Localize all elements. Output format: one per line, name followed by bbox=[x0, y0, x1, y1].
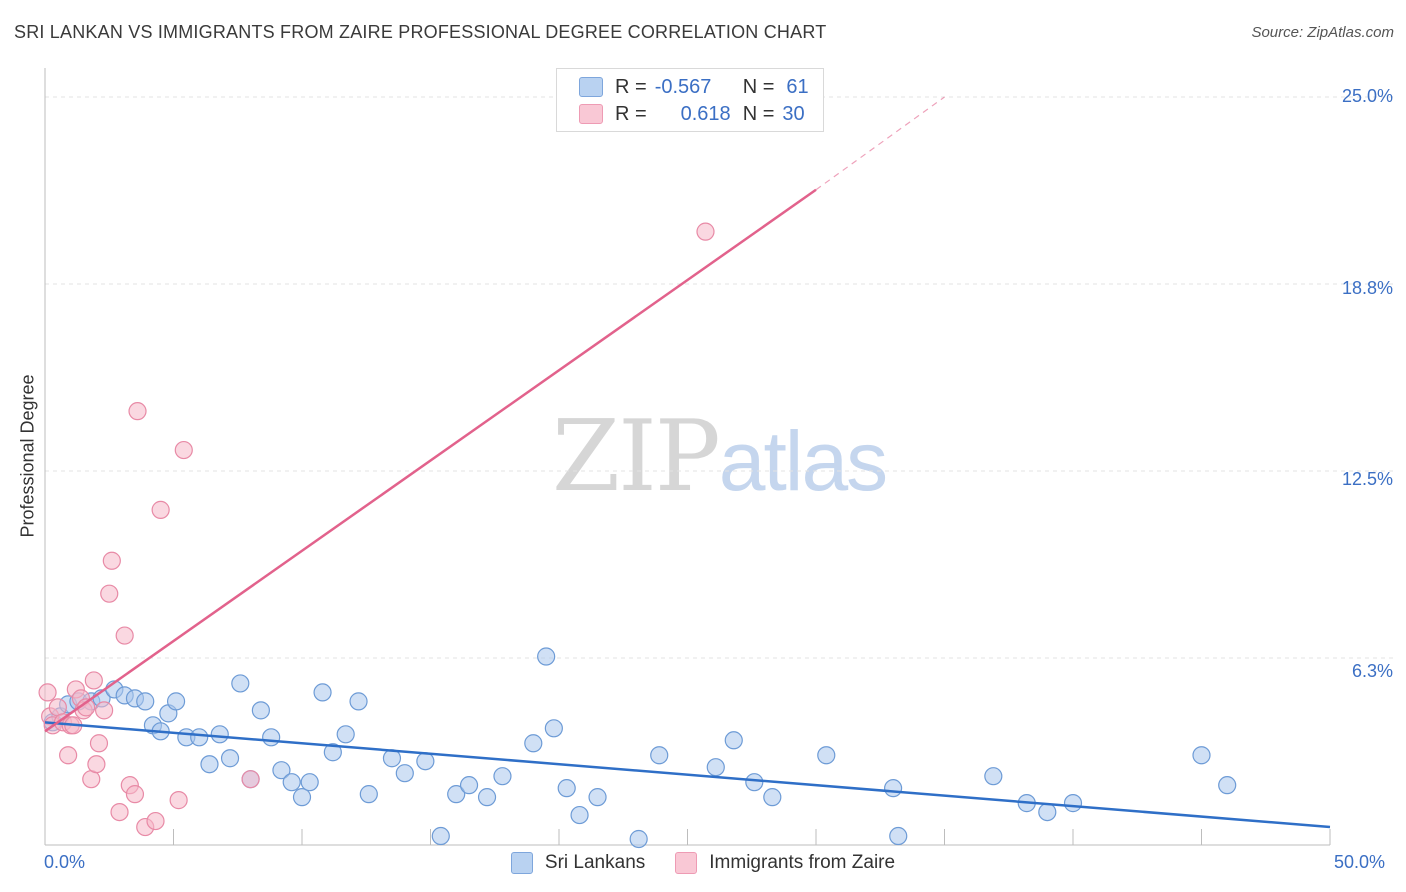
zaire-point bbox=[95, 701, 114, 720]
legend-row-zaire: R = 0.618 N = 30 bbox=[579, 102, 805, 126]
chart-title: SRI LANKAN VS IMMIGRANTS FROM ZAIRE PROF… bbox=[14, 22, 827, 42]
legend-swatch-blue bbox=[579, 77, 603, 97]
source-label: Source: ZipAtlas.com bbox=[1251, 24, 1394, 41]
sri-lankan-point bbox=[359, 785, 378, 804]
sri-lankan-point bbox=[200, 755, 219, 774]
sri-lankan-point bbox=[431, 826, 450, 846]
legend-swatch-pink bbox=[579, 104, 603, 124]
y-tick-label: 25.0% bbox=[1341, 86, 1393, 106]
legend-item-sri-lankans: Sri Lankans bbox=[510, 852, 646, 874]
sri-lankan-point bbox=[416, 752, 435, 771]
zaire-trend-extension bbox=[815, 96, 945, 191]
sri-lankan-point bbox=[1038, 802, 1057, 822]
y-axis-label: Professional Degree bbox=[17, 374, 38, 538]
zaire-point bbox=[169, 791, 188, 810]
y-tick-label: 12.5% bbox=[1341, 469, 1393, 489]
sri-lankan-point bbox=[724, 731, 743, 750]
sri-lankan-point bbox=[459, 776, 479, 795]
zaire-point bbox=[38, 683, 57, 702]
sri-lankan-point bbox=[570, 805, 589, 825]
sri-lankan-point bbox=[745, 773, 764, 792]
r-value: -0.567 bbox=[654, 75, 712, 98]
watermark-zip: ZIP bbox=[552, 400, 721, 514]
sri-lankan-point bbox=[889, 826, 908, 846]
sri-lankan-point bbox=[1063, 794, 1083, 813]
legend-item-zaire: Immigrants from Zaire bbox=[675, 852, 895, 874]
zaire-point bbox=[115, 626, 134, 645]
n-value: 61 bbox=[786, 75, 809, 98]
zaire-point bbox=[102, 551, 121, 570]
sri-lankan-point bbox=[323, 743, 342, 762]
sri-lankan-point bbox=[447, 785, 466, 804]
sri-lankan-point bbox=[210, 725, 229, 744]
x-tick-label: 50.0% bbox=[1334, 852, 1386, 872]
zaire-point bbox=[100, 584, 119, 603]
legend-swatch-blue bbox=[510, 852, 533, 874]
sri-lankan-point bbox=[544, 719, 563, 738]
zaire-trend-line bbox=[44, 188, 817, 733]
x-tick-label: 0.0% bbox=[44, 852, 86, 872]
sri-lankan-point bbox=[231, 674, 250, 693]
legend-label: Sri Lankans bbox=[544, 852, 646, 873]
zaire-point bbox=[110, 802, 129, 822]
zaire-point bbox=[125, 785, 145, 804]
sri-lankan-point bbox=[817, 746, 836, 765]
sri-lankan-point bbox=[300, 773, 319, 792]
legend-row-sri-lankans: R = -0.567 N = 61 bbox=[579, 75, 809, 99]
sri-lankan-point bbox=[629, 829, 648, 849]
zaire-point bbox=[241, 770, 260, 789]
zaire-point bbox=[151, 500, 170, 519]
sri-lankan-point bbox=[1218, 776, 1237, 795]
sri-lankan-point bbox=[763, 788, 782, 807]
series-legend: Sri Lankans Immigrants from Zaire bbox=[0, 852, 1406, 874]
y-tick-label: 6.3% bbox=[1351, 661, 1393, 681]
zaire-point bbox=[59, 746, 78, 765]
sri-lankan-point bbox=[477, 788, 497, 807]
legend-swatch-pink bbox=[675, 852, 698, 874]
sri-lankan-point bbox=[557, 779, 576, 798]
sri-lankan-point bbox=[336, 725, 355, 744]
sri-lankan-point bbox=[190, 728, 209, 747]
watermark-atlas: atlas bbox=[718, 414, 888, 508]
n-value: 30 bbox=[782, 102, 805, 125]
zaire-point bbox=[89, 734, 109, 753]
sri-lankan-point bbox=[650, 746, 669, 765]
watermark: ZIPatlas bbox=[552, 400, 888, 514]
zaire-point bbox=[696, 222, 715, 241]
stats-legend: R = -0.567 N = 61 R = 0.618 N = 30 bbox=[556, 68, 824, 132]
sri-lankan-point bbox=[292, 788, 312, 807]
sri-lankan-point bbox=[349, 692, 368, 711]
n-label: N = bbox=[742, 75, 775, 98]
sri-lankan-point bbox=[395, 764, 414, 783]
sri-lankan-point bbox=[493, 767, 512, 786]
sri-lankan-point bbox=[313, 683, 332, 702]
sri-lankan-trend-line bbox=[44, 721, 1331, 829]
sri-lankan-point bbox=[537, 647, 556, 666]
y-tick-label: 18.8% bbox=[1341, 278, 1393, 298]
r-label: R = bbox=[615, 102, 647, 125]
zaire-point bbox=[87, 755, 106, 774]
sri-lankan-point bbox=[272, 761, 291, 780]
sri-lankan-point bbox=[706, 758, 725, 777]
r-label: R = bbox=[615, 75, 647, 98]
sri-lankan-point bbox=[588, 788, 607, 807]
sri-lankan-point bbox=[524, 734, 543, 753]
r-value: 0.618 bbox=[680, 102, 731, 125]
zaire-point bbox=[128, 402, 147, 421]
sri-lankan-point bbox=[251, 701, 270, 720]
zaire-point bbox=[84, 671, 103, 690]
n-label: N = bbox=[742, 102, 775, 125]
sri-lankan-point bbox=[883, 779, 903, 798]
sri-lankan-point bbox=[220, 749, 240, 768]
sri-lankan-point bbox=[166, 692, 186, 711]
sri-lankan-point bbox=[1192, 746, 1211, 765]
zaire-point bbox=[146, 811, 165, 831]
sri-lankan-point bbox=[984, 767, 1003, 786]
sri-lankan-point bbox=[282, 773, 301, 792]
sri-lankan-point bbox=[262, 728, 281, 747]
sri-lankan-point bbox=[136, 692, 155, 711]
zaire-point bbox=[174, 440, 193, 460]
legend-label: Immigrants from Zaire bbox=[709, 852, 896, 873]
